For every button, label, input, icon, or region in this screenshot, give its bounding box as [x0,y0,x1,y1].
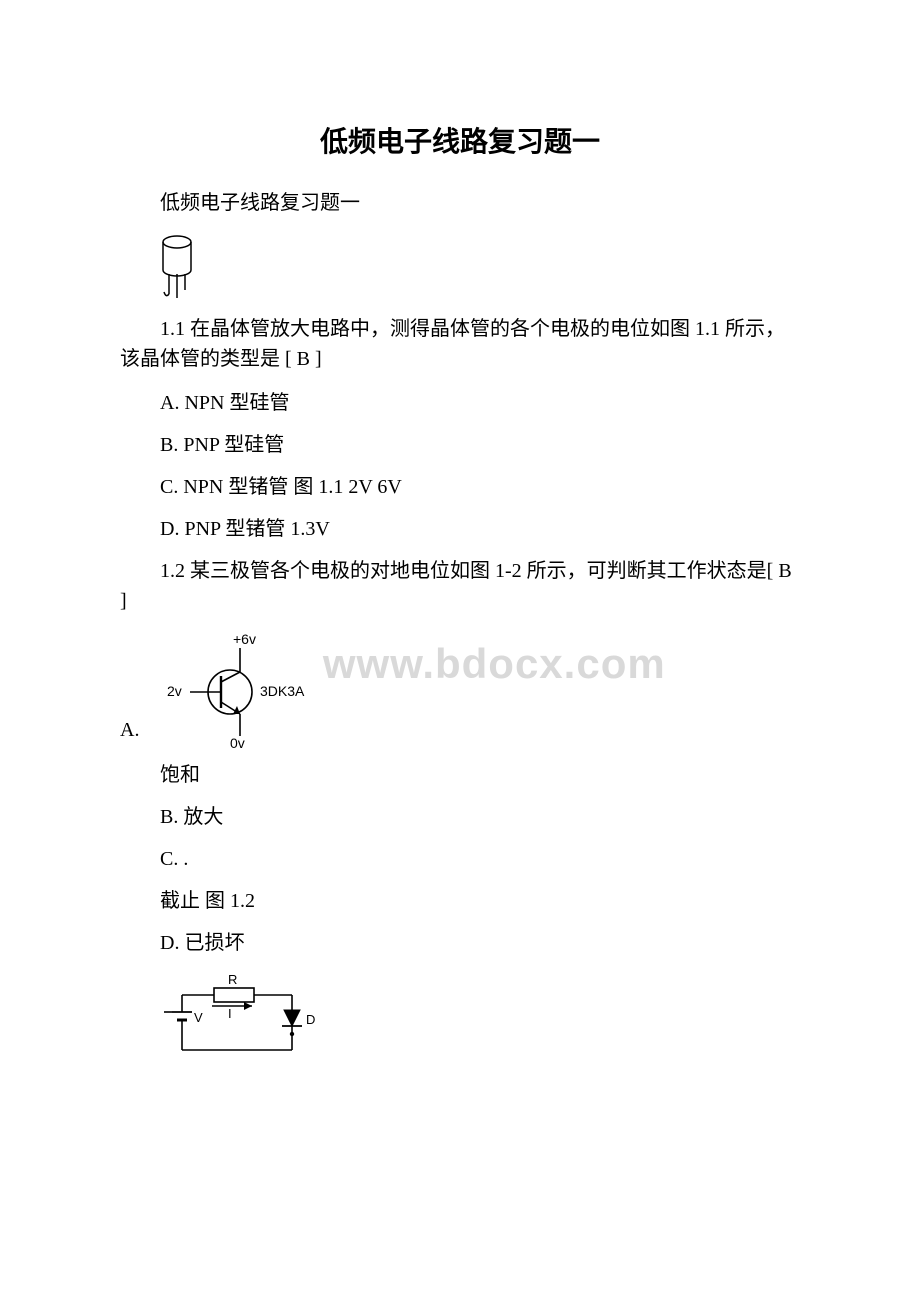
q1-1-opt-c: C. NPN 型锗管 图 1.1 2V 6V [120,472,800,502]
label-right: 3DK3A [260,683,305,699]
label-top: +6v [233,631,256,647]
transistor-symbol-diagram: +6v 2v 0v [145,630,335,750]
subtitle: 低频电子线路复习题一 [120,188,800,218]
label-i: I [228,1006,232,1021]
q1-1-opt-d: D. PNP 型锗管 1.3V [120,514,800,544]
q1-2-opt-c-label: C. . [120,844,800,874]
q1-1-opt-b: B. PNP 型硅管 [120,430,800,460]
q1-2-opt-d: D. 已损坏 [120,928,800,958]
page-title: 低频电子线路复习题一 [120,120,800,160]
q1-2-opt-a-label: A. [120,719,139,750]
transistor-package-diagram [152,232,800,302]
label-v: V [194,1010,203,1025]
diode-circuit-diagram: R I D V [152,970,800,1070]
q1-2-opt-b: B. 放大 [120,802,800,832]
q1-2-text: 1.2 某三极管各个电极的对地电位如图 1-2 所示，可判断其工作状态是[ B … [120,556,800,616]
q1-2-opt-c-text: 截止 图 1.2 [120,886,800,916]
q1-1-text: 1.1 在晶体管放大电路中，测得晶体管的各个电极的电位如图 1.1 所示，该晶体… [120,314,800,374]
q1-2-opt-a-text: 饱和 [120,760,800,790]
label-bottom: 0v [230,735,245,750]
label-d: D [306,1012,315,1027]
label-left: 2v [167,683,182,699]
q1-1-opt-a: A. NPN 型硅管 [120,388,800,418]
label-r: R [228,972,237,987]
